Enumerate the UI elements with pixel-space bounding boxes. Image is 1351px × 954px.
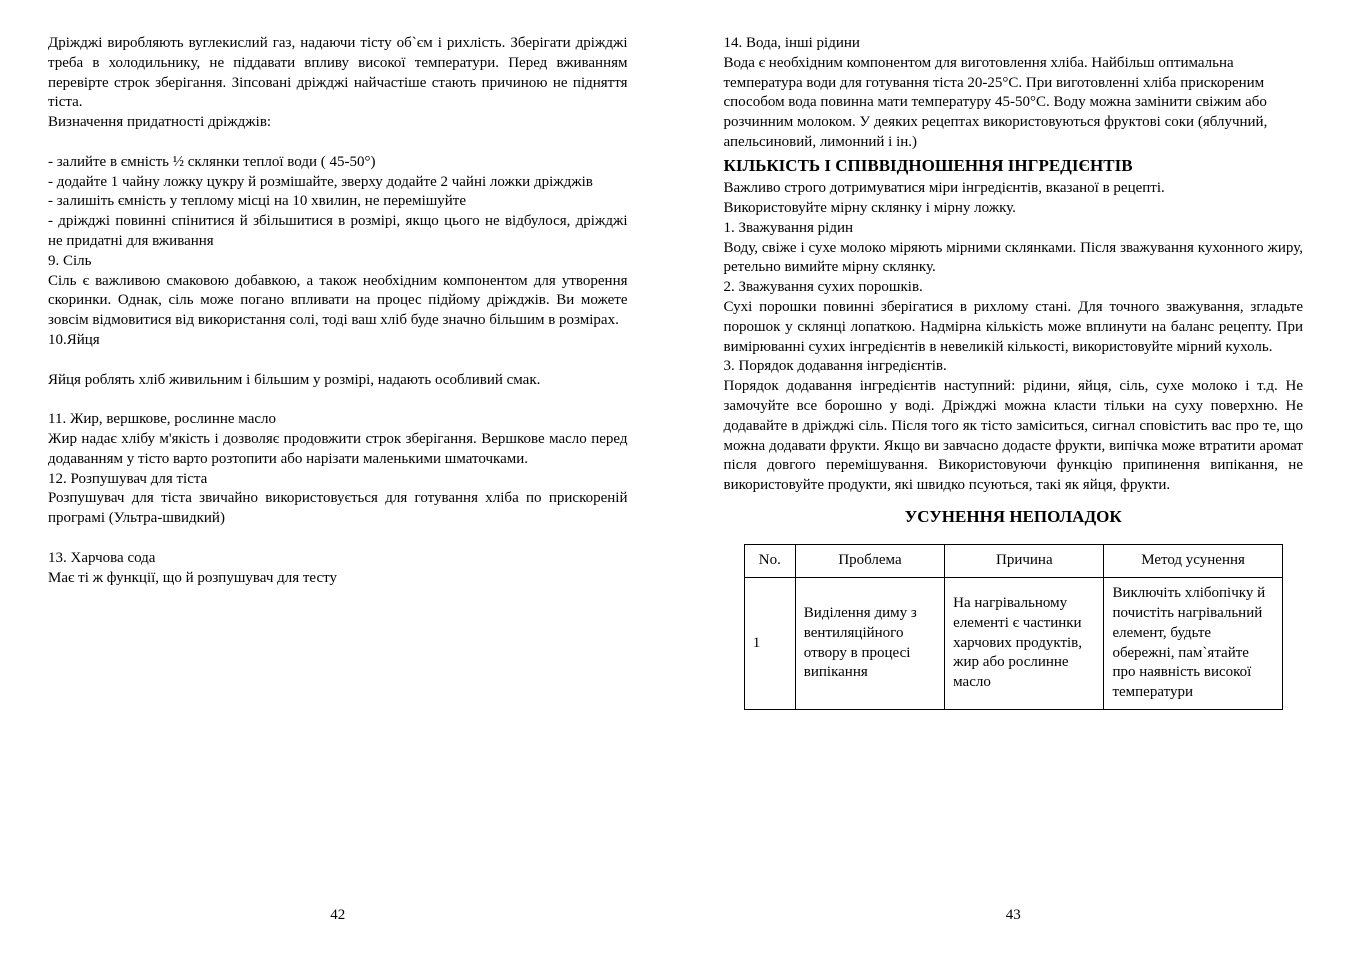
right-content: 14. Вода, інші рідини Вода є необхідним … [724, 34, 1304, 906]
page-left: Дріжджі виробляють вуглекислий газ, нада… [0, 0, 676, 954]
left-content: Дріжджі виробляють вуглекислий газ, нада… [48, 34, 628, 906]
cell-no: 1 [744, 578, 795, 710]
heading-10-eggs: 10.Яйця [48, 331, 628, 351]
th-problem: Проблема [795, 545, 944, 578]
heading-12-baking-powder: 12. Розпушувач для тіста [48, 470, 628, 490]
cell-solution: Виключіть хлібопічку й почистіть нагріва… [1104, 578, 1282, 710]
th-cause: Причина [945, 545, 1104, 578]
para-12-baking-powder: Розпушувач для тіста звичайно використов… [48, 489, 628, 529]
th-solution: Метод усунення [1104, 545, 1282, 578]
heading-order: 3. Порядок додавання інгредієнтів. [724, 357, 1304, 377]
page-number-right: 43 [724, 906, 1304, 934]
heading-weigh-liquids: 1. Зважування рідин [724, 219, 1304, 239]
heading-13-soda: 13. Харчова сода [48, 549, 628, 569]
page-right: 14. Вода, інші рідини Вода є необхідним … [676, 0, 1351, 954]
table-row: 1 Виділення диму з вентиляційного отвору… [744, 578, 1282, 710]
ratio-line-1: Важливо строго дотримуватися міри інгред… [724, 179, 1304, 199]
para-weigh-powders: Сухі порошки повинні зберігатися в рихло… [724, 298, 1304, 357]
para-9-salt: Сіль є важливою смаковою добавкою, а так… [48, 272, 628, 331]
heading-14-water: 14. Вода, інші рідини [724, 34, 1304, 54]
blank-line [48, 351, 628, 371]
para-11-fat: Жир надає хлібу м'якість і дозволяє прод… [48, 430, 628, 470]
th-no: No. [744, 545, 795, 578]
para-order: Порядок додавання інгредієнтів наступний… [724, 377, 1304, 496]
blank-line [48, 133, 628, 153]
blank-line [48, 529, 628, 549]
heading-11-fat: 11. Жир, вершкове, рослинне масло [48, 410, 628, 430]
para-yeast-desc: Дріжджі виробляють вуглекислий газ, нада… [48, 34, 628, 113]
title-quantity-ratio: КІЛЬКІСТЬ І СПІВВІДНОШЕННЯ ІНГРЕДІЄНТІВ [724, 155, 1304, 177]
heading-weigh-powders: 2. Зважування сухих порошків. [724, 278, 1304, 298]
table-header-row: No. Проблема Причина Метод усунення [744, 545, 1282, 578]
blank-line [48, 390, 628, 410]
para-14-water: Вода є необхідним компонентом для вигото… [724, 54, 1304, 153]
para-13-soda: Має ті ж функції, що й розпушувач для те… [48, 569, 628, 589]
cell-cause: На нагрівальному елементі є частинки хар… [945, 578, 1104, 710]
page-number-left: 42 [48, 906, 628, 934]
para-yeast-test-title: Визначення придатності дріжджів: [48, 113, 628, 133]
cell-problem: Виділення диму з вентиляційного отвору в… [795, 578, 944, 710]
heading-9-salt: 9. Сіль [48, 252, 628, 272]
ratio-line-2: Використовуйте мірну склянку і мірну лож… [724, 199, 1304, 219]
para-10-eggs: Яйця роблять хліб живильним і більшим у … [48, 371, 628, 391]
step-2: - додайте 1 чайну ложку цукру й розмішай… [48, 173, 628, 193]
title-troubleshooting: УСУНЕННЯ НЕПОЛАДОК [724, 506, 1304, 528]
para-weigh-liquids: Воду, свіже і сухе молоко міряють мірним… [724, 239, 1304, 279]
step-1: - залийте в ємність ½ склянки теплої вод… [48, 153, 628, 173]
step-4: - дріжджі повинні спінитися й збільшитис… [48, 212, 628, 252]
step-3: - залишіть ємність у теплому місці на 10… [48, 192, 628, 212]
troubleshoot-table: No. Проблема Причина Метод усунення 1 Ви… [744, 544, 1283, 710]
